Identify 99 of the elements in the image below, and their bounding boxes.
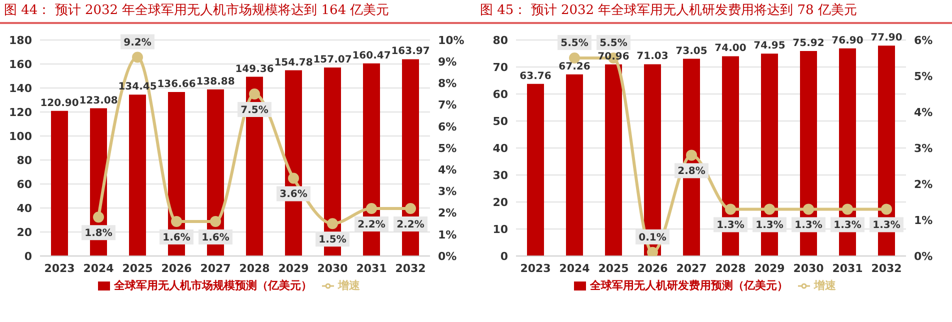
y2-tick-label: 2% bbox=[438, 206, 457, 220]
y-tick-label: 60 bbox=[492, 88, 508, 101]
legend-label: 增速 bbox=[338, 279, 360, 292]
y-tick-label: 160 bbox=[9, 58, 32, 71]
data-label: 77.90 bbox=[870, 32, 902, 44]
y-tick-label: 80 bbox=[16, 154, 32, 167]
y2-tick-label: 3% bbox=[914, 142, 933, 155]
y-tick-label: 20 bbox=[492, 196, 508, 209]
x-tick-label: 2029 bbox=[278, 262, 309, 275]
y-tick-label: 70 bbox=[492, 60, 508, 74]
data-label: 120.90 bbox=[40, 98, 79, 109]
data-label: 5.5% bbox=[600, 38, 628, 49]
x-tick-label: 2025 bbox=[598, 262, 629, 275]
data-label: 1.3% bbox=[872, 220, 900, 232]
chart-title: 图 44： 预计 2032 年全球军用无人机市场规模将达到 164 亿美元 bbox=[0, 0, 476, 24]
x-tick-label: 2026 bbox=[161, 262, 192, 275]
data-label: 154.78 bbox=[274, 57, 313, 68]
y2-tick-label: 10% bbox=[438, 34, 464, 47]
data-label: 0.1% bbox=[638, 232, 666, 244]
y-tick-label: 80 bbox=[492, 34, 508, 47]
y2-tick-label: 0% bbox=[438, 250, 457, 263]
data-label: 1.6% bbox=[202, 232, 230, 244]
legend-label: 全球军用无人机研发费用预测（亿美元） bbox=[590, 279, 788, 292]
data-label: 1.5% bbox=[318, 234, 346, 246]
data-label: 9.2% bbox=[124, 37, 152, 48]
y-tick-label: 0 bbox=[500, 250, 508, 263]
y-tick-label: 50 bbox=[492, 114, 508, 128]
x-tick-label: 2023 bbox=[520, 262, 551, 275]
y-tick-label: 10 bbox=[492, 222, 508, 236]
y2-tick-label: 5% bbox=[438, 142, 457, 155]
x-tick-label: 2031 bbox=[356, 262, 387, 275]
data-label: 136.66 bbox=[157, 79, 196, 90]
data-label: 74.00 bbox=[714, 43, 746, 54]
y2-tick-label: 2% bbox=[914, 178, 933, 191]
data-label: 149.36 bbox=[235, 64, 274, 75]
y2-tick-label: 7% bbox=[438, 98, 457, 112]
data-label: 123.08 bbox=[79, 95, 118, 106]
y2-tick-label: 4% bbox=[914, 106, 933, 119]
data-label: 74.95 bbox=[754, 40, 786, 52]
x-tick-label: 2024 bbox=[559, 262, 590, 275]
y-tick-label: 0 bbox=[24, 250, 32, 263]
legend-label: 全球军用无人机市场规模预测（亿美元） bbox=[114, 279, 312, 292]
data-label: 1.3% bbox=[794, 220, 822, 232]
data-label: 1.8% bbox=[84, 228, 112, 240]
data-label: 138.88 bbox=[196, 76, 235, 88]
data-label: 1.3% bbox=[716, 220, 744, 232]
data-label: 3.6% bbox=[280, 189, 308, 200]
y-tick-label: 60 bbox=[16, 178, 32, 191]
y2-tick-label: 5% bbox=[914, 70, 933, 83]
data-label: 75.92 bbox=[792, 38, 824, 50]
x-tick-label: 2032 bbox=[871, 262, 902, 275]
y2-tick-label: 0% bbox=[914, 250, 933, 263]
x-tick-label: 2029 bbox=[754, 262, 785, 275]
x-tick-label: 2027 bbox=[676, 262, 707, 275]
data-label: 73.05 bbox=[676, 46, 708, 57]
chart-title: 图 45： 预计 2032 年全球军用无人机研发费用将达到 78 亿美元 bbox=[476, 0, 952, 24]
data-label: 76.90 bbox=[832, 35, 864, 46]
x-tick-label: 2026 bbox=[637, 262, 668, 275]
data-label: 1.6% bbox=[162, 232, 190, 244]
x-tick-label: 2023 bbox=[44, 262, 75, 275]
data-label: 2.2% bbox=[358, 219, 386, 230]
x-tick-label: 2031 bbox=[832, 262, 863, 275]
data-label: 7.5% bbox=[240, 105, 268, 116]
data-label: 67.26 bbox=[558, 61, 590, 72]
y-tick-label: 140 bbox=[9, 82, 32, 95]
y2-tick-label: 6% bbox=[438, 120, 457, 134]
legend-label: 增速 bbox=[814, 279, 836, 292]
x-tick-label: 2032 bbox=[395, 262, 426, 275]
x-tick-label: 2024 bbox=[83, 262, 114, 275]
y2-tick-label: 1% bbox=[438, 228, 457, 242]
data-label: 163.97 bbox=[391, 46, 430, 58]
y2-tick-label: 4% bbox=[438, 164, 457, 177]
data-label: 157.07 bbox=[313, 54, 352, 66]
y-tick-label: 40 bbox=[492, 142, 508, 155]
x-tick-label: 2028 bbox=[239, 262, 270, 275]
y2-tick-label: 9% bbox=[438, 56, 457, 69]
y2-tick-label: 1% bbox=[914, 214, 933, 227]
data-label: 2.8% bbox=[678, 166, 706, 178]
y-tick-label: 30 bbox=[492, 168, 508, 182]
y2-tick-label: 8% bbox=[438, 77, 457, 90]
data-label: 5.5% bbox=[560, 38, 588, 49]
data-label: 1.3% bbox=[756, 220, 784, 232]
data-label: 71.03 bbox=[636, 51, 668, 62]
data-label: 160.47 bbox=[352, 50, 391, 62]
data-label: 1.3% bbox=[834, 220, 862, 232]
y2-tick-label: 6% bbox=[914, 34, 933, 47]
x-tick-label: 2030 bbox=[317, 262, 348, 275]
y-tick-label: 100 bbox=[9, 130, 32, 143]
data-label: 63.76 bbox=[520, 70, 552, 82]
x-tick-label: 2028 bbox=[715, 262, 746, 275]
y-tick-label: 40 bbox=[16, 202, 32, 215]
x-tick-label: 2027 bbox=[200, 262, 231, 275]
x-tick-label: 2025 bbox=[122, 262, 153, 275]
y2-tick-label: 3% bbox=[438, 185, 457, 198]
data-label: 2.2% bbox=[396, 219, 424, 230]
x-tick-label: 2030 bbox=[793, 262, 824, 275]
y-tick-label: 120 bbox=[9, 106, 32, 119]
y-tick-label: 20 bbox=[16, 226, 32, 239]
y-tick-label: 180 bbox=[9, 34, 32, 47]
